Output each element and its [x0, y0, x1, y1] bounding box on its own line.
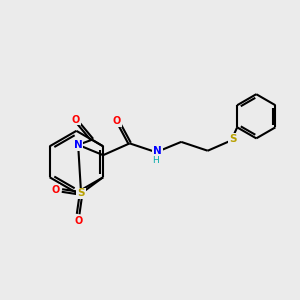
- Text: O: O: [72, 115, 80, 125]
- Text: S: S: [77, 188, 85, 198]
- Text: O: O: [113, 116, 121, 126]
- Text: N: N: [74, 140, 82, 150]
- Text: S: S: [229, 134, 236, 144]
- Text: O: O: [51, 185, 60, 195]
- Text: N: N: [153, 146, 162, 156]
- Text: O: O: [75, 215, 83, 226]
- Text: H: H: [152, 156, 159, 165]
